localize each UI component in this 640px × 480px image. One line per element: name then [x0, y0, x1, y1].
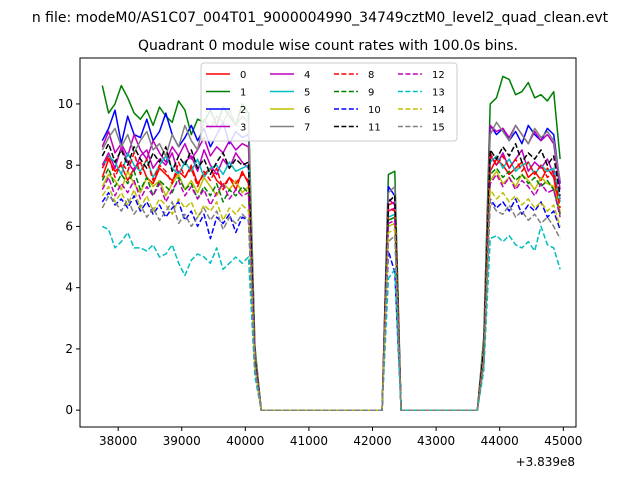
x-tick-label: 38000: [99, 434, 137, 448]
legend-label-1: 1: [240, 88, 246, 99]
legend-label-8: 8: [368, 70, 374, 81]
series-line-15: [101, 195, 561, 411]
legend-label-7: 7: [304, 123, 310, 134]
y-tick-label: 2: [65, 342, 73, 356]
y-tick-label: 0: [65, 403, 73, 417]
legend-label-12: 12: [432, 70, 445, 81]
legend-label-15: 15: [432, 123, 445, 134]
y-tick-label: 4: [65, 281, 73, 295]
legend-label-3: 3: [240, 123, 246, 134]
legend-label-5: 5: [304, 88, 310, 99]
y-tick-label: 6: [65, 219, 73, 233]
plot-area: [101, 75, 561, 411]
figure-suptitle: n file: modeM0/AS1C07_004T01_9000004990_…: [32, 10, 609, 26]
x-tick-label: 44000: [481, 434, 519, 448]
legend-label-4: 4: [304, 70, 310, 81]
legend-label-9: 9: [368, 88, 374, 99]
axes-frame: [79, 57, 577, 428]
x-tick-label: 39000: [163, 434, 201, 448]
legend-box: [200, 62, 458, 142]
x-offset-label: +3.839e8: [516, 455, 575, 469]
x-tick-label: 40000: [226, 434, 264, 448]
x-tick-label: 45000: [544, 434, 582, 448]
legend-label-0: 0: [240, 70, 246, 81]
y-tick-label: 10: [58, 97, 73, 111]
legend-label-6: 6: [304, 105, 310, 116]
legend-label-14: 14: [432, 105, 445, 116]
chart-title: Quadrant 0 module wise count rates with …: [138, 38, 518, 54]
x-tick-label: 41000: [290, 434, 328, 448]
axis-ticks: 38000 39000 40000 41000 42000 43000 44000 45000…: [58, 97, 583, 448]
y-tick-label: 8: [65, 158, 73, 172]
x-tick-label: 42000: [353, 434, 391, 448]
legend-label-11: 11: [368, 123, 381, 134]
legend-label-13: 13: [432, 88, 445, 99]
legend-label-2: 2: [240, 105, 246, 116]
legend-label-10: 10: [368, 105, 381, 116]
x-tick-label: 43000: [417, 434, 455, 448]
